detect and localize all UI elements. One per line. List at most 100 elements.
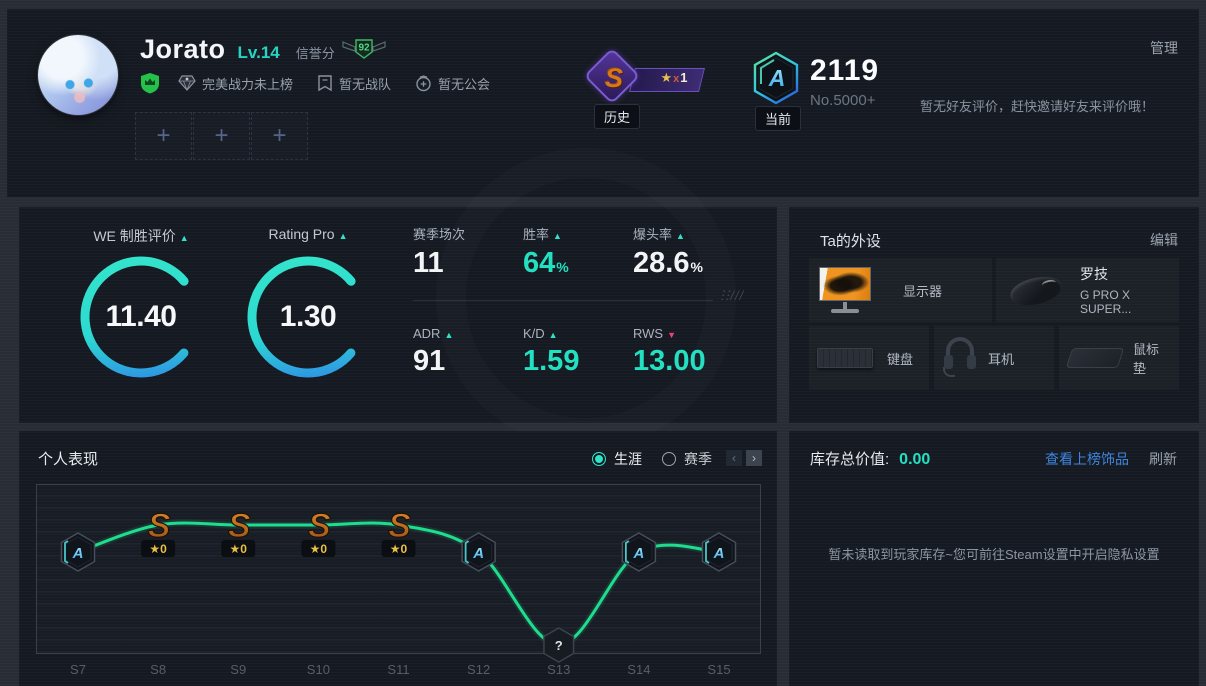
flag-icon (317, 74, 333, 92)
season-axis-label: S12 (467, 662, 490, 677)
gear-headset-cell[interactable]: 耳机 (934, 326, 1054, 390)
gear-mouse-model: G PRO X SUPER... (1080, 288, 1132, 316)
add-slot-button[interactable]: + (251, 112, 308, 160)
season-rank-chart: A S ★0 S ★0 S ★0 S ★0 A? A A S7 S8 S9 S10 S11 S12 S13 S14 S1… (35, 482, 762, 686)
gauge-pro-value: 1.30 (279, 300, 337, 333)
shield-icon (141, 73, 159, 94)
gauge-pro-arc (247, 256, 369, 378)
mode-season-radio[interactable]: 赛季 (662, 449, 712, 469)
rank-s-badge: S (228, 507, 251, 545)
tag-team: 暂无战队 (317, 74, 391, 93)
stats-panel: WE 制胜评价 ▲ 11.40 Rating Pro ▲ (20, 208, 776, 422)
inventory-total-value: 0.00 (899, 451, 931, 468)
gear-keyboard-label: 键盘 (887, 351, 914, 367)
stat-headshot-rate: 爆头率 ▲ 28.6% (633, 227, 703, 279)
svg-text:A: A (472, 545, 484, 562)
rank-a-badge (60, 532, 96, 572)
season-axis-label: S14 (627, 662, 650, 677)
rank-a-badge (621, 532, 657, 572)
history-star-count: ★x1 (660, 70, 688, 85)
view-ranked-items-link[interactable]: 查看上榜饰品 (1045, 451, 1129, 467)
inventory-total-label: 库存总价值: (810, 451, 890, 468)
gauge-we-rating: WE 制胜评价 ▲ 11.40 (66, 226, 216, 382)
gear-title: Ta的外设 (820, 233, 881, 250)
mode-career-radio[interactable]: 生涯 (592, 449, 642, 469)
headset-icon (942, 335, 978, 381)
stat-rws: RWS ▼ 13.00 (633, 326, 706, 377)
gauge-we-label: WE 制胜评价 ▲ (93, 228, 189, 244)
showcase-slots: + + + (135, 112, 309, 160)
gauge-we-arc (80, 256, 202, 378)
up-arrow-icon: ▲ (444, 330, 454, 340)
performance-panel: 个人表现 生涯 赛季 ‹ › A S ★0 S ★0 S ★0 S ★0 A? A A S7 S8 S9 S1… (20, 432, 776, 686)
stat-kd: K/D ▲ 1.59 (523, 326, 580, 377)
gear-edit-button[interactable]: 编辑 (1150, 232, 1178, 248)
current-rank-score: 2119 (810, 54, 880, 87)
up-arrow-icon: ▲ (548, 330, 558, 340)
mode-group: 生涯 赛季 (592, 449, 732, 469)
rank-line-chart: AS★0S★0S★0S★0 A?A AS7 S8 S9 S10 S11 S12 S13 S14 S1… (36, 484, 761, 677)
radio-icon (592, 452, 606, 466)
add-slot-button[interactable]: + (193, 112, 250, 160)
svg-text:?: ? (555, 638, 563, 653)
up-arrow-icon: ▲ (338, 231, 348, 241)
stats-grid: 赛季场次 11 胜率 ▲ 64% 爆头率 ▲ 28.6% ADR ▲ 91 K/D ▲ … (413, 208, 763, 422)
performance-title: 个人表现 (38, 451, 99, 468)
radio-icon (662, 452, 676, 466)
gift-icon (415, 74, 432, 92)
svg-text:A: A (632, 545, 644, 562)
down-arrow-icon: ▼ (667, 330, 677, 340)
tag-rank-label: 完美战力未上榜 (202, 76, 294, 92)
friend-review-tip: 暂无好友评价，赶快邀请好友来评价哦！ (920, 99, 1155, 114)
tag-guild: 暂无公会 (415, 74, 490, 93)
inventory-panel: 库存总价值: 0.00 查看上榜饰品 刷新 暂未读取到玩家库存~您可前往Stea… (790, 432, 1198, 686)
gear-mousepad-cell[interactable]: 鼠标垫 (1059, 326, 1179, 390)
rank-a-badge (701, 532, 737, 572)
up-arrow-icon: ▲ (553, 231, 562, 241)
svg-text:A: A (713, 545, 725, 562)
history-rank-grade: S (604, 62, 623, 93)
gear-headset-label: 耳机 (988, 351, 1015, 367)
gauge-rating-pro: Rating Pro ▲ 1.30 (233, 226, 383, 382)
season-axis-label: S10 (307, 662, 330, 677)
pager-next-button[interactable]: › (746, 450, 762, 466)
gear-grid: 显示器 罗技 G PRO X SUPER... 键盘 耳机 (809, 258, 1179, 394)
add-slot-button[interactable]: + (135, 112, 192, 160)
current-rank-badge: A (753, 51, 799, 105)
player-name: Jorato (140, 34, 226, 64)
gear-panel: Ta的外设 编辑 显示器 罗技 G PRO X SUPER... (790, 208, 1198, 422)
rank-s-badge: S (388, 507, 411, 545)
pager-prev-button[interactable]: ‹ (726, 450, 742, 466)
inventory-empty-message: 暂未读取到玩家库存~您可前往Steam设置中开启隐私设置 (828, 547, 1160, 562)
mousepad-icon (1065, 343, 1125, 373)
tag-row: 完美战力未上榜 暂无战队 (140, 72, 514, 94)
rank-star-count: ★0 (230, 542, 248, 556)
tag-rank: 完美战力未上榜 (178, 74, 293, 93)
gear-monitor-cell[interactable]: 显示器 (809, 258, 992, 322)
history-rank: ★x1 S 历史 (583, 47, 736, 138)
current-rank: A 2119 No.5000+ 当前 (752, 50, 952, 142)
current-rank-grade: A (768, 65, 786, 91)
season-axis-label: S15 (707, 662, 730, 677)
manage-button[interactable]: 管理 (1150, 40, 1178, 56)
stat-adr: ADR ▲ 91 (413, 326, 454, 377)
credit-score-badge: 92 (341, 38, 387, 65)
season-axis-label: S11 (387, 662, 409, 677)
profile-header-panel: Jorato Lv.14 信誉分 92 (8, 10, 1198, 196)
gear-monitor-label: 显示器 (903, 283, 943, 299)
rank-star-count: ★0 (390, 542, 408, 556)
history-caption: 历史 (594, 104, 641, 129)
season-axis-label: S13 (547, 662, 570, 677)
svg-text:A: A (72, 545, 84, 562)
up-arrow-icon: ▲ (179, 233, 189, 243)
rank-unknown-badge (543, 627, 575, 663)
rank-a-badge (461, 532, 496, 572)
gear-keyboard-cell[interactable]: 键盘 (809, 326, 929, 390)
refresh-button[interactable]: 刷新 (1149, 451, 1177, 467)
credit-score-value: 92 (358, 43, 370, 54)
gear-mouse-cell[interactable]: 罗技 G PRO X SUPER... (996, 258, 1179, 322)
stat-season-matches: 赛季场次 11 (413, 227, 466, 279)
monitor-icon (817, 265, 875, 315)
rank-s-badge: S (308, 507, 331, 545)
